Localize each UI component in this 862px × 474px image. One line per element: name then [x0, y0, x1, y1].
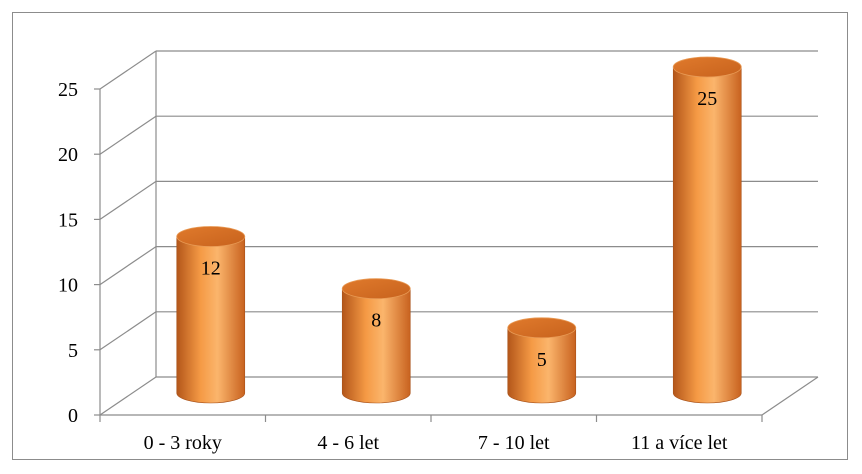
y-tick-label: 0: [68, 405, 78, 427]
bar-layer: [176, 56, 742, 404]
axis-layer: 0 5 10 15 20 25: [58, 79, 819, 427]
side-wall-gridline: [99, 246, 157, 286]
side-wall-gridline: [99, 180, 157, 220]
x-tick-label: 7 - 10 let: [478, 432, 550, 454]
floor-right-edge: [761, 376, 819, 416]
side-wall-gridline: [99, 115, 157, 155]
x-tick-label: 4 - 6 let: [317, 432, 379, 454]
bar-body: [341, 288, 411, 404]
data-label: 25: [697, 88, 717, 110]
y-tick-label: 15: [58, 209, 78, 231]
bar-top: [341, 278, 411, 300]
side-wall-gridline: [99, 50, 157, 90]
bar-body: [176, 236, 246, 404]
data-label: 5: [537, 349, 547, 371]
bar-top: [672, 56, 742, 78]
bar-body: [507, 327, 577, 404]
bar-top: [176, 226, 246, 247]
data-label: 8: [371, 310, 381, 332]
bar-body: [672, 66, 742, 404]
bar: [672, 56, 742, 404]
y-tick-label: 10: [58, 275, 78, 297]
side-wall-gridline: [99, 311, 157, 351]
x-tick-label: 11 a více let: [631, 432, 728, 454]
x-tick-label: 0 - 3 roky: [144, 432, 222, 454]
bar: [341, 278, 411, 404]
data-label: 12: [201, 258, 221, 280]
y-tick-label: 5: [68, 340, 78, 362]
y-tick-label: 20: [58, 144, 78, 166]
bar: [507, 317, 577, 404]
side-wall-gridline: [99, 376, 157, 416]
bar: [176, 226, 246, 404]
label-layer: 0 - 3 roky 4 - 6 let 7 - 10 let 11 a více l…: [144, 88, 728, 454]
y-tick-label: 25: [58, 79, 78, 101]
bar-top: [507, 317, 577, 339]
